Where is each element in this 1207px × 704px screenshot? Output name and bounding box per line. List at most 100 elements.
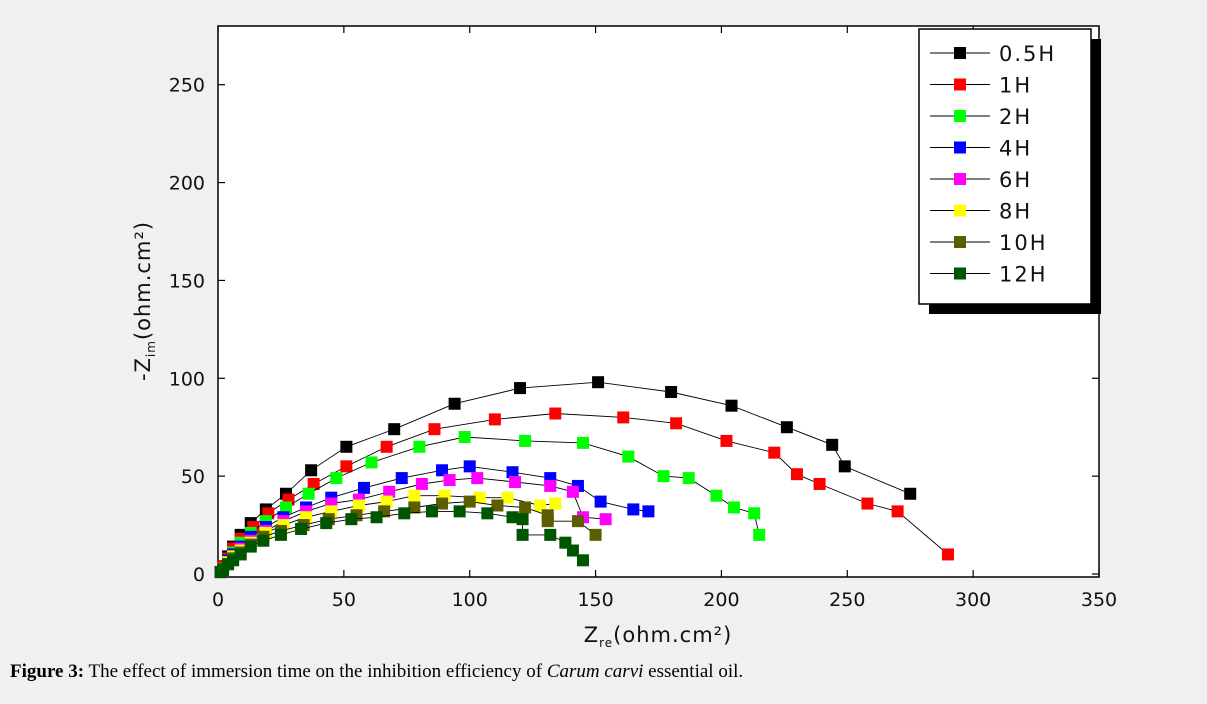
data-point	[413, 440, 426, 453]
data-point	[576, 436, 589, 449]
data-point	[383, 485, 396, 498]
data-point	[234, 548, 247, 561]
data-point	[544, 479, 557, 492]
data-point	[453, 505, 466, 518]
axis-ticks: 0 50 100 150 200 250 300 350 0 50 100 150 200 250	[169, 26, 1117, 611]
data-point	[514, 382, 527, 395]
legend-label: 12H	[999, 263, 1048, 287]
data-point	[549, 407, 562, 420]
data-point	[352, 499, 365, 512]
data-point	[768, 446, 781, 459]
legend-marker	[954, 110, 966, 122]
legend-item: 2H	[930, 105, 1032, 129]
data-point	[617, 411, 630, 424]
data-point	[592, 376, 605, 389]
data-point	[665, 385, 678, 398]
data-point	[627, 503, 640, 516]
legend: 0.5H 1H 2H 4H 6H 8H 10H 12H	[918, 28, 1101, 314]
legend-item: 4H	[930, 137, 1032, 161]
data-point	[473, 491, 486, 504]
x-tick-label: 150	[577, 589, 613, 611]
data-point	[549, 497, 562, 510]
data-point	[302, 487, 315, 500]
data-point	[534, 499, 547, 512]
data-point	[244, 540, 257, 553]
data-point	[307, 477, 320, 490]
y-tick-label: 200	[169, 173, 205, 195]
data-point	[370, 511, 383, 524]
y-tick-label: 0	[193, 564, 205, 586]
data-point	[463, 460, 476, 473]
legend-item: 0.5H	[930, 42, 1056, 66]
data-point	[904, 487, 917, 500]
legend-marker	[954, 204, 966, 217]
data-point	[725, 399, 738, 412]
legend-item: 8H	[930, 200, 1032, 224]
legend-marker	[954, 236, 966, 248]
legend-marker	[954, 173, 966, 185]
data-point	[330, 472, 343, 485]
data-point	[891, 505, 904, 518]
data-point	[566, 544, 579, 557]
y-tick-label: 100	[169, 368, 205, 390]
legend-label: 4H	[999, 137, 1032, 161]
data-point	[753, 528, 766, 541]
data-point	[790, 468, 803, 481]
legend-marker	[954, 141, 966, 154]
x-tick-label: 350	[1081, 589, 1117, 611]
x-tick-label: 0	[212, 589, 224, 611]
legend-label: 10H	[999, 231, 1048, 255]
data-point	[509, 476, 522, 489]
data-point	[448, 397, 461, 410]
x-tick-label: 250	[829, 589, 865, 611]
caption-text: The effect of immersion time on the inhi…	[88, 661, 543, 682]
data-point	[544, 528, 557, 541]
data-point	[516, 513, 529, 526]
data-point	[541, 515, 554, 528]
y-tick-label: 150	[169, 270, 205, 292]
legend-label: 0.5H	[999, 42, 1056, 66]
data-point	[941, 548, 954, 561]
caption-label: Figure 3:	[10, 661, 85, 682]
data-point	[305, 464, 318, 477]
legend-box	[918, 28, 1092, 305]
data-point	[380, 440, 393, 453]
data-point	[519, 434, 532, 447]
y-axis-title: -Zim(ohm.cm²)	[131, 221, 158, 381]
legend-label: 6H	[999, 168, 1032, 192]
caption-species: Carum carvi	[546, 661, 644, 682]
legend-item: 6H	[930, 168, 1032, 192]
data-point	[622, 450, 635, 463]
data-point	[408, 501, 421, 514]
data-point	[365, 456, 378, 469]
x-tick-label: 300	[955, 589, 991, 611]
data-point	[436, 497, 449, 510]
data-point	[380, 495, 393, 508]
y-axis-title-main: -Z	[131, 357, 155, 381]
data-point	[295, 522, 308, 535]
legend-label: 8H	[999, 200, 1032, 224]
data-point	[257, 534, 270, 547]
data-point	[670, 417, 683, 430]
data-point	[491, 499, 504, 512]
data-point	[458, 431, 471, 443]
data-point	[728, 501, 741, 514]
data-point	[481, 507, 494, 520]
y-tick-label: 250	[169, 75, 205, 97]
data-point	[398, 507, 411, 520]
legend-label: 2H	[999, 105, 1032, 129]
data-point	[443, 474, 456, 487]
data-point	[436, 464, 449, 477]
data-point	[345, 513, 358, 526]
data-point	[861, 497, 874, 510]
data-point	[395, 472, 408, 485]
x-tick-label: 100	[452, 589, 488, 611]
data-point	[501, 491, 514, 504]
data-point	[589, 528, 602, 541]
data-point	[415, 477, 428, 490]
data-point	[408, 489, 421, 502]
legend-label: 1H	[999, 74, 1032, 98]
data-point	[340, 460, 353, 473]
data-point	[657, 470, 670, 483]
